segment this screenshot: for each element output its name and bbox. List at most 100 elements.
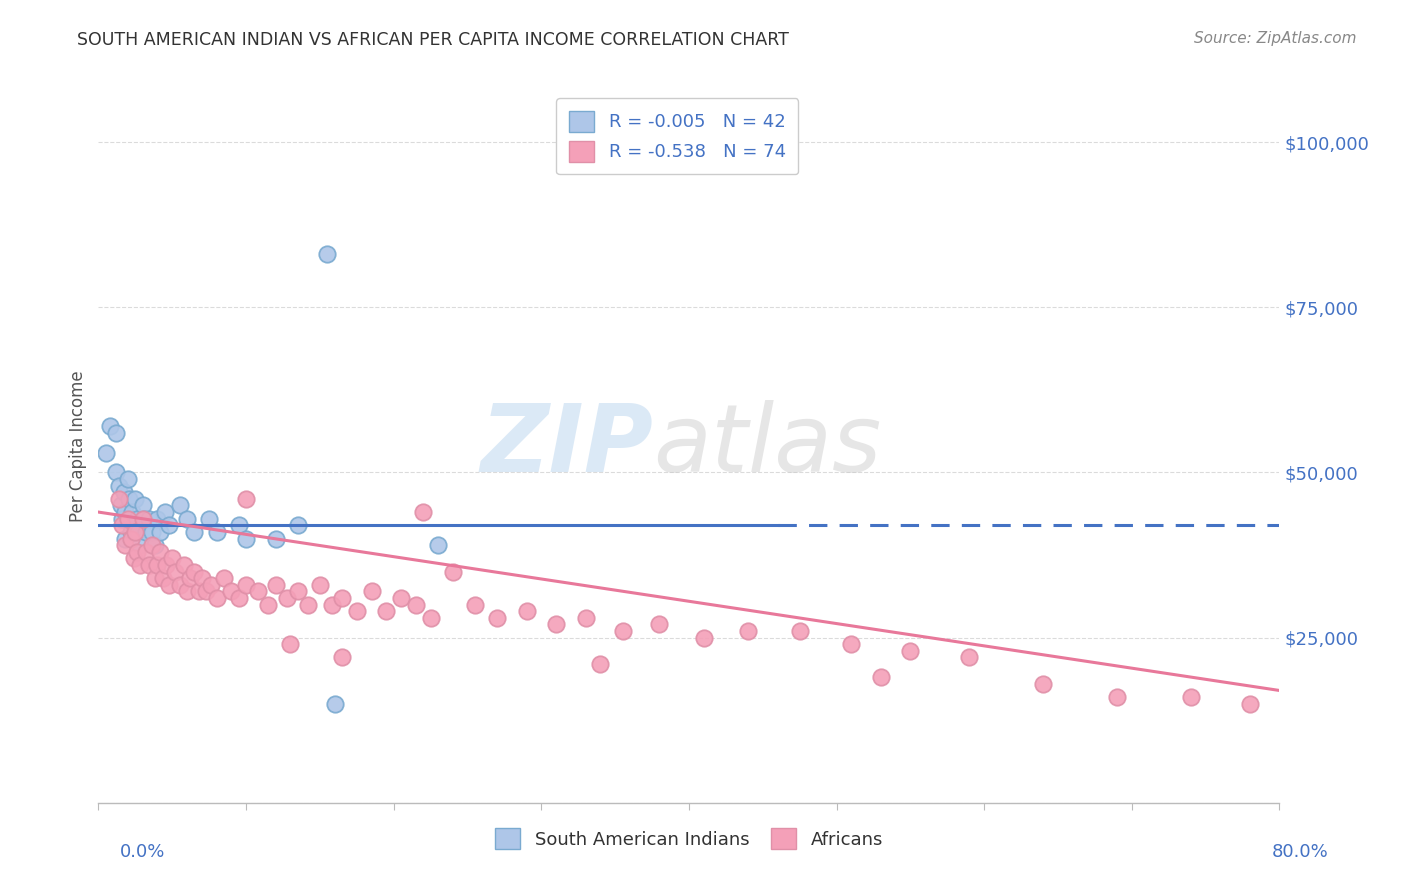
- Point: [323, 697, 346, 711]
- Point: [117, 472, 139, 486]
- Point: [198, 511, 221, 525]
- Point: [125, 511, 148, 525]
- Point: [157, 578, 180, 592]
- Text: Source: ZipAtlas.com: Source: ZipAtlas.com: [1194, 31, 1357, 46]
- Point: [330, 591, 353, 605]
- Point: [589, 657, 612, 671]
- Point: [117, 511, 139, 525]
- Point: [309, 578, 332, 592]
- Text: 80.0%: 80.0%: [1272, 843, 1329, 861]
- Point: [169, 499, 191, 513]
- Point: [737, 624, 759, 638]
- Point: [114, 532, 136, 546]
- Point: [155, 558, 177, 572]
- Point: [516, 604, 538, 618]
- Point: [264, 532, 287, 546]
- Point: [127, 524, 149, 539]
- Point: [114, 538, 136, 552]
- Point: [235, 491, 257, 506]
- Point: [132, 499, 155, 513]
- Point: [105, 425, 128, 440]
- Point: [360, 584, 382, 599]
- Y-axis label: Per Capita Income: Per Capita Income: [69, 370, 87, 522]
- Point: [110, 499, 132, 513]
- Point: [1239, 697, 1261, 711]
- Point: [246, 584, 269, 599]
- Point: [200, 578, 222, 592]
- Point: [94, 445, 117, 459]
- Point: [149, 545, 172, 559]
- Point: [959, 650, 981, 665]
- Point: [138, 558, 160, 572]
- Point: [546, 617, 568, 632]
- Point: [146, 558, 169, 572]
- Text: ZIP: ZIP: [481, 400, 654, 492]
- Point: [297, 598, 319, 612]
- Point: [412, 505, 434, 519]
- Point: [111, 511, 134, 525]
- Point: [789, 624, 811, 638]
- Point: [138, 511, 160, 525]
- Point: [105, 466, 128, 480]
- Point: [122, 518, 145, 533]
- Point: [264, 578, 287, 592]
- Point: [235, 578, 257, 592]
- Point: [486, 611, 509, 625]
- Point: [128, 538, 150, 552]
- Point: [235, 532, 257, 546]
- Point: [287, 518, 309, 533]
- Point: [141, 524, 163, 539]
- Point: [141, 538, 163, 552]
- Point: [120, 524, 142, 539]
- Point: [316, 247, 339, 261]
- Point: [162, 551, 183, 566]
- Point: [900, 644, 922, 658]
- Point: [375, 604, 398, 618]
- Point: [134, 511, 156, 525]
- Point: [346, 604, 368, 618]
- Legend: South American Indians, Africans: South American Indians, Africans: [486, 819, 891, 858]
- Point: [153, 505, 176, 519]
- Point: [173, 558, 195, 572]
- Point: [124, 524, 146, 539]
- Point: [389, 591, 412, 605]
- Point: [176, 584, 198, 599]
- Point: [114, 505, 136, 519]
- Point: [146, 511, 169, 525]
- Point: [405, 598, 427, 612]
- Point: [135, 545, 157, 559]
- Point: [330, 650, 353, 665]
- Point: [98, 419, 121, 434]
- Text: atlas: atlas: [654, 401, 882, 491]
- Point: [427, 538, 450, 552]
- Point: [1107, 690, 1129, 704]
- Point: [157, 518, 180, 533]
- Point: [205, 591, 228, 605]
- Point: [612, 624, 634, 638]
- Point: [195, 584, 218, 599]
- Point: [648, 617, 671, 632]
- Point: [165, 565, 187, 579]
- Point: [149, 524, 172, 539]
- Point: [143, 538, 166, 552]
- Text: 0.0%: 0.0%: [120, 843, 165, 861]
- Point: [152, 571, 174, 585]
- Point: [187, 584, 209, 599]
- Point: [321, 598, 343, 612]
- Point: [228, 591, 250, 605]
- Point: [125, 545, 148, 559]
- Point: [221, 584, 243, 599]
- Point: [176, 511, 198, 525]
- Point: [841, 637, 863, 651]
- Point: [118, 491, 141, 506]
- Point: [205, 524, 228, 539]
- Point: [135, 524, 157, 539]
- Point: [419, 611, 441, 625]
- Point: [108, 491, 131, 506]
- Point: [111, 518, 134, 533]
- Point: [120, 511, 142, 525]
- Point: [441, 565, 464, 579]
- Point: [121, 505, 143, 519]
- Point: [120, 532, 142, 546]
- Point: [183, 524, 205, 539]
